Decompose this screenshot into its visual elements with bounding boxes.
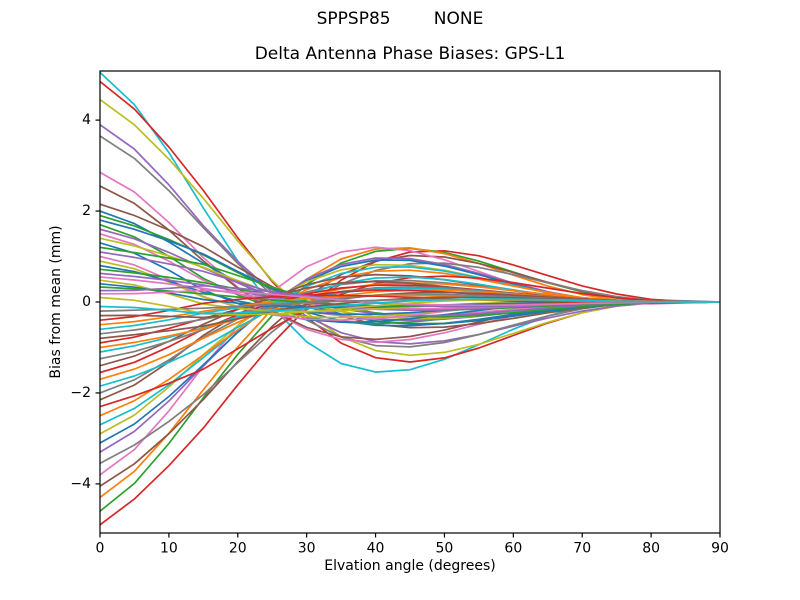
y-tick-label: 0 [82,294,91,310]
x-tick-label: 30 [298,541,316,557]
x-tick-label: 50 [436,541,454,557]
x-tick-label: 20 [229,541,247,557]
x-tick-label: 80 [642,541,660,557]
y-tick-label: −4 [70,476,91,492]
figure-suptitle: SPPSP85 NONE [316,9,484,29]
bias-curve [100,249,720,526]
bias-curve [100,289,720,307]
bias-curve [100,123,720,345]
axes-title: Delta Antenna Phase Biases: GPS-L1 [254,44,566,64]
y-tick-label: 4 [82,112,91,128]
x-tick-label: 10 [160,541,178,557]
y-axis-label: Bias from mean (mm) [48,225,64,379]
y-tick-label: 2 [82,203,91,219]
y-tick-label: −2 [70,385,91,401]
x-tick-label: 90 [711,541,729,557]
bias-curve [100,298,720,315]
x-tick-label: 40 [367,541,385,557]
curves-group [100,71,720,526]
bias-curve [100,262,720,465]
x-tick-label: 0 [96,541,105,557]
x-axis-label: Elvation angle (degrees) [324,558,496,574]
x-tick-label: 70 [573,541,591,557]
x-tick-label: 60 [504,541,522,557]
